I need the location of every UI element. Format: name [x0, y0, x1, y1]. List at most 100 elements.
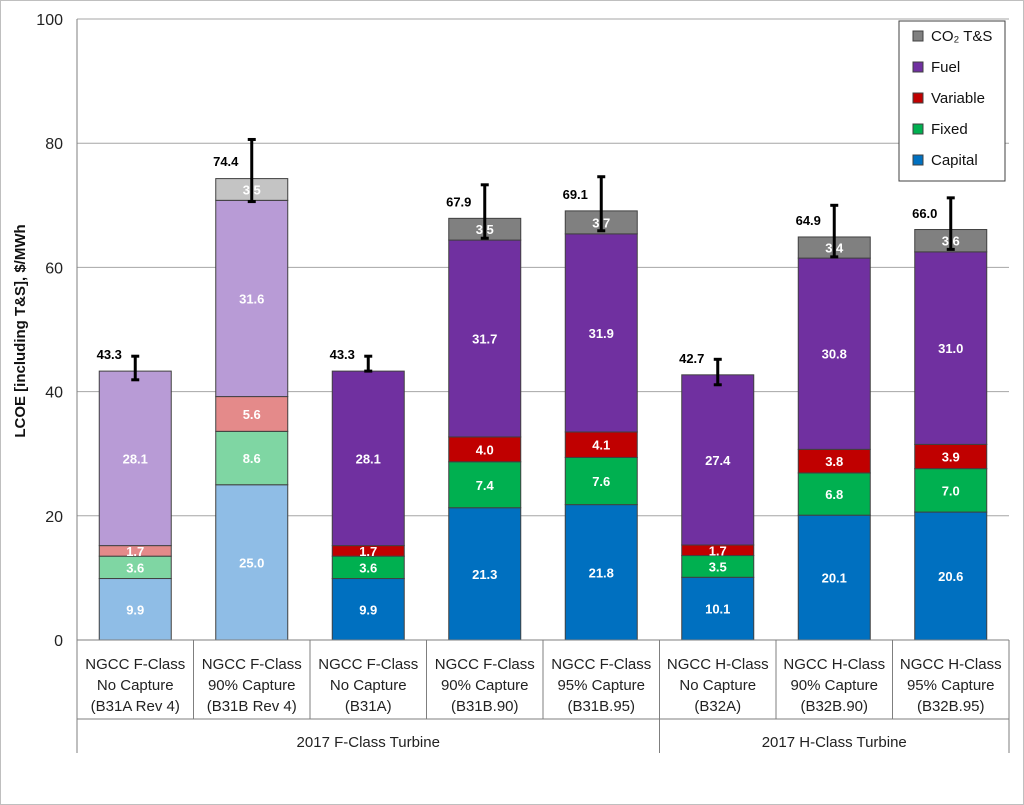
category-label: 90% Capture — [441, 677, 529, 694]
group-label: 2017 H-Class Turbine — [762, 734, 907, 751]
group-label: 2017 F-Class Turbine — [297, 734, 440, 751]
bar-segment-variable — [215, 396, 289, 432]
category-label: NGCC F-Class — [551, 656, 651, 673]
category-label: NGCC H-Class — [900, 656, 1002, 673]
bar-segment-capital — [564, 504, 638, 641]
bar-segment-fixed — [564, 456, 638, 506]
segment-value-label: 3.8 — [825, 454, 843, 469]
total-value-label: 74.4 — [213, 154, 239, 169]
category-label: 95% Capture — [557, 677, 645, 694]
segment-value-label: 31.6 — [239, 291, 264, 306]
segment-value-label: 28.1 — [356, 451, 381, 466]
error-bars: 43.3 74.4 43.3 67.9 69.1 42.7 64.9 66.0 — [97, 137, 955, 387]
category-label: (B31B Rev 4) — [207, 698, 297, 715]
segment-value-label: 8.6 — [243, 451, 261, 466]
total-value-label: 67.9 — [446, 194, 471, 209]
category-label: NGCC F-Class — [435, 656, 535, 673]
bar-segment-fixed — [215, 430, 289, 486]
bar-segment-fuel — [681, 374, 755, 546]
legend-swatch — [912, 61, 924, 73]
legend-swatch — [912, 92, 924, 104]
segment-value-label: 3.5 — [709, 559, 727, 574]
bar-segment-fuel — [215, 199, 289, 398]
category-label: NGCC H-Class — [667, 656, 769, 673]
bar-segment-capital — [681, 576, 755, 641]
total-value-label: 42.7 — [679, 351, 704, 366]
segment-value-label: 9.9 — [359, 602, 377, 617]
legend: CO₂ T&S Fuel Variable Fixed Capital — [898, 20, 1006, 182]
segment-value-label: 31.9 — [589, 326, 614, 341]
bar-segment-fuel — [564, 233, 638, 433]
category-label: (B32A) — [694, 698, 741, 715]
category-label: NGCC F-Class — [85, 656, 185, 673]
category-label: No Capture — [97, 677, 174, 694]
segment-value-label: 1.7 — [359, 544, 377, 559]
axes: 0 20 40 60 80 100 NGCC F-Class No Capture (B31A … — [36, 12, 1010, 753]
legend-entry: Fixed — [931, 121, 968, 138]
segment-value-label: 5.6 — [243, 407, 261, 422]
total-value-label: 66.0 — [912, 206, 937, 221]
bar-segment-fuel — [797, 257, 871, 450]
bar-segment-capital — [215, 484, 289, 641]
category-label: (B31B.90) — [451, 698, 519, 715]
segment-value-label: 20.1 — [822, 571, 847, 586]
bar-segment-capital — [98, 578, 172, 641]
category-label: (B31A) — [345, 698, 392, 715]
segment-value-label: 9.9 — [126, 602, 144, 617]
total-value-label: 43.3 — [97, 347, 122, 362]
category-label: (B31B.95) — [567, 698, 635, 715]
legend-entry: CO₂ T&S — [931, 28, 992, 45]
category-label: 90% Capture — [208, 677, 296, 694]
segment-value-label: 7.4 — [476, 478, 495, 493]
category-label: NGCC F-Class — [318, 656, 418, 673]
segment-value-label: 28.1 — [123, 451, 148, 466]
bar-segment-capital — [797, 514, 871, 641]
legend-swatch — [912, 154, 924, 166]
segment-value-label: 3.6 — [359, 560, 377, 575]
legend-entry: Capital — [931, 152, 978, 169]
segment-value-label: 25.0 — [239, 555, 264, 570]
legend-entry: Fuel — [931, 59, 960, 76]
segment-value-label: 7.0 — [942, 483, 960, 498]
total-value-label: 64.9 — [796, 213, 821, 228]
bar-segment-capital — [448, 507, 522, 641]
segment-value-label: 7.6 — [592, 474, 610, 489]
category-label: No Capture — [679, 677, 756, 694]
bar-segment-capital — [914, 511, 988, 641]
segment-value-label: 1.7 — [709, 543, 727, 558]
bar-segment-variable — [448, 436, 522, 463]
legend-swatch — [912, 30, 924, 42]
segment-value-label: 3.9 — [942, 449, 960, 464]
segment-value-label: 31.0 — [938, 341, 963, 356]
y-tick-label: 40 — [45, 385, 63, 402]
category-label: (B31A Rev 4) — [91, 698, 180, 715]
segment-value-label: 1.7 — [126, 544, 144, 559]
bar-segment-variable — [914, 443, 988, 470]
segment-value-label: 31.7 — [472, 332, 497, 347]
segment-value-label: 6.8 — [825, 487, 843, 502]
segment-value-label: 30.8 — [822, 347, 847, 362]
bar-segment-variable — [564, 431, 638, 458]
category-label: NGCC F-Class — [202, 656, 302, 673]
segment-value-label: 21.8 — [589, 565, 614, 580]
segment-value-label: 10.1 — [705, 602, 730, 617]
bar-segment-fixed — [914, 468, 988, 513]
category-label: 95% Capture — [907, 677, 995, 694]
bar-segment-fuel — [448, 239, 522, 438]
segment-value-label: 4.0 — [476, 442, 494, 457]
category-label: 90% Capture — [790, 677, 878, 694]
segment-value-label: 20.6 — [938, 569, 963, 584]
y-tick-label: 100 — [36, 12, 63, 29]
segment-value-label: 4.1 — [592, 438, 610, 453]
segment-value-label: 3.6 — [126, 560, 144, 575]
y-axis-label: LCOE [including T&S], $/MWh — [12, 224, 29, 437]
bars: 9.93.61.728.125.08.65.631.63.59.93.61.72… — [98, 178, 988, 641]
bar-segment-capital — [331, 578, 405, 641]
legend-entry: Variable — [931, 90, 985, 107]
segment-value-label: 21.3 — [472, 567, 497, 582]
y-tick-label: 80 — [45, 136, 63, 153]
category-label: No Capture — [330, 677, 407, 694]
category-label: (B32B.95) — [917, 698, 985, 715]
segment-value-label: 27.4 — [705, 453, 731, 468]
